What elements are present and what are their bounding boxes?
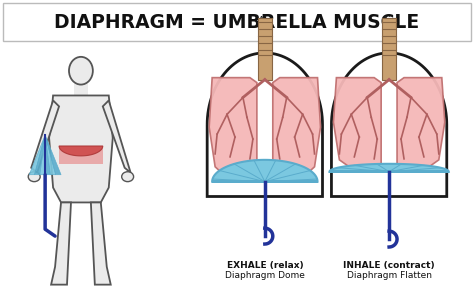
Polygon shape <box>273 78 320 180</box>
Text: Air: Air <box>257 16 272 26</box>
Bar <box>382 18 396 58</box>
Polygon shape <box>397 78 445 170</box>
Text: Air: Air <box>382 16 396 26</box>
Polygon shape <box>59 146 103 164</box>
Polygon shape <box>103 101 131 173</box>
Ellipse shape <box>28 172 40 182</box>
Polygon shape <box>207 53 322 197</box>
Polygon shape <box>45 135 50 175</box>
Polygon shape <box>40 135 45 175</box>
Polygon shape <box>329 164 449 172</box>
Polygon shape <box>212 160 318 182</box>
Polygon shape <box>59 146 103 156</box>
Bar <box>3 3 471 41</box>
Polygon shape <box>49 95 113 202</box>
Text: Diaphragm Dome: Diaphragm Dome <box>225 271 305 280</box>
Polygon shape <box>45 135 61 175</box>
Bar <box>74 84 88 95</box>
Ellipse shape <box>69 57 93 85</box>
Text: EXHALE (relax): EXHALE (relax) <box>227 261 303 270</box>
Text: Diaphragm Flatten: Diaphragm Flatten <box>346 271 432 280</box>
Polygon shape <box>331 53 447 197</box>
Polygon shape <box>333 78 381 170</box>
Polygon shape <box>209 78 257 180</box>
Polygon shape <box>91 202 111 285</box>
Polygon shape <box>35 135 45 175</box>
Polygon shape <box>31 101 59 173</box>
Bar <box>258 18 272 58</box>
Bar <box>382 55 396 80</box>
Polygon shape <box>51 202 71 285</box>
Ellipse shape <box>122 172 134 182</box>
Text: INHALE (contract): INHALE (contract) <box>343 261 435 270</box>
Polygon shape <box>29 135 45 175</box>
Bar <box>258 55 272 80</box>
Text: DIAPHRAGM = UMBRELLA MUSCLE: DIAPHRAGM = UMBRELLA MUSCLE <box>55 13 419 32</box>
Polygon shape <box>45 135 56 175</box>
